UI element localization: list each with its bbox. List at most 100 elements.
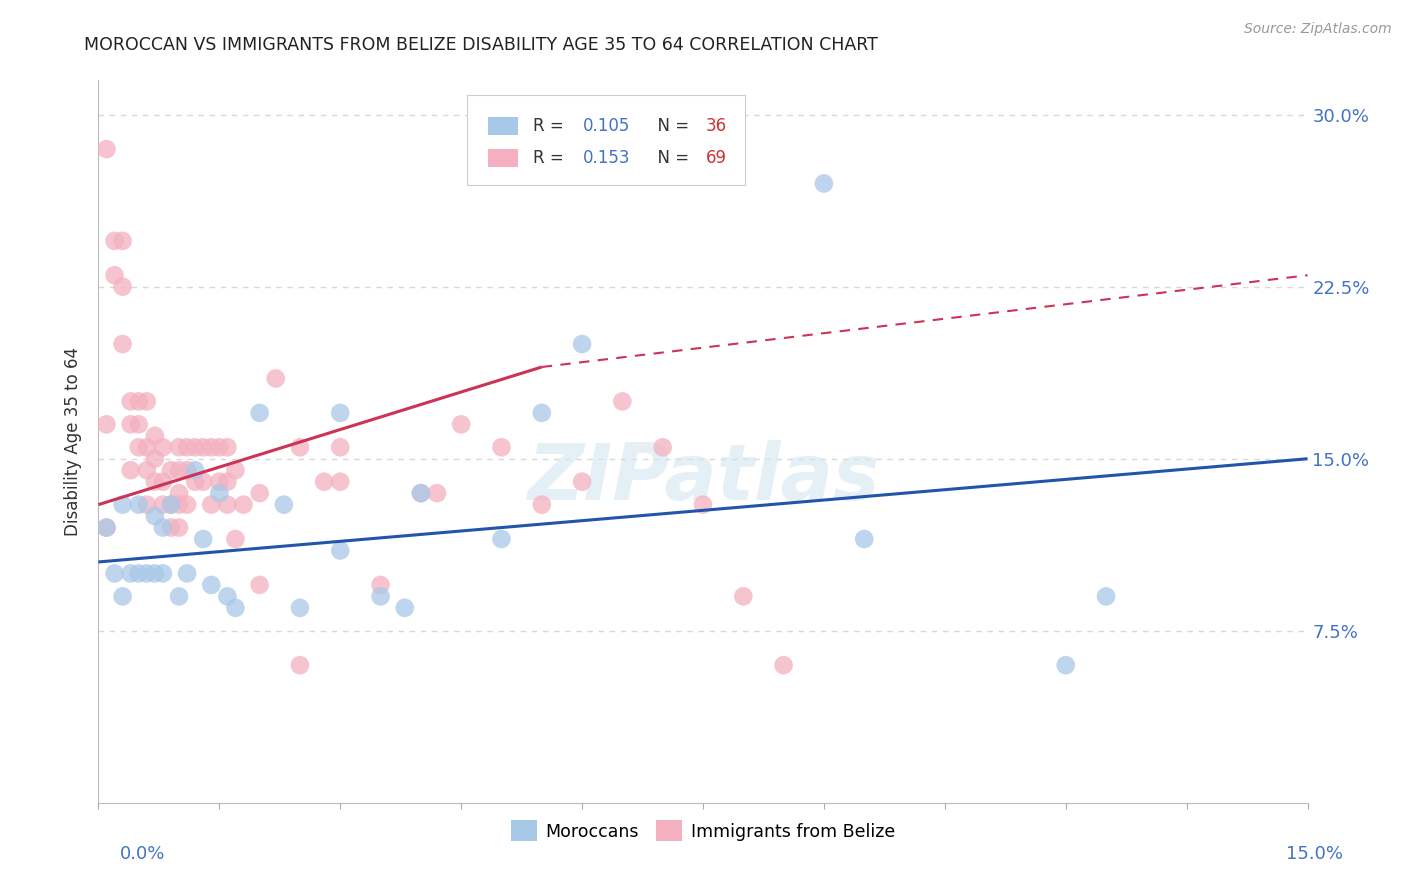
Point xyxy=(120,463,142,477)
Point xyxy=(224,463,246,477)
Point xyxy=(450,417,472,432)
Point xyxy=(160,498,183,512)
Point xyxy=(249,578,271,592)
Point xyxy=(249,406,271,420)
Point xyxy=(96,520,118,534)
Point xyxy=(273,498,295,512)
Point xyxy=(184,440,207,454)
Point xyxy=(152,498,174,512)
Point xyxy=(264,371,287,385)
Point xyxy=(120,394,142,409)
Point xyxy=(571,337,593,351)
Point xyxy=(128,440,150,454)
Point xyxy=(184,463,207,477)
Point xyxy=(651,440,673,454)
Point xyxy=(135,463,157,477)
Text: N =: N = xyxy=(647,117,695,135)
Point xyxy=(152,566,174,581)
Point xyxy=(167,463,190,477)
Point xyxy=(176,440,198,454)
Point xyxy=(184,475,207,489)
Point xyxy=(394,600,416,615)
Text: 0.0%: 0.0% xyxy=(120,846,165,863)
Point xyxy=(103,566,125,581)
Point xyxy=(143,429,166,443)
Point xyxy=(217,590,239,604)
Point xyxy=(167,520,190,534)
Text: R =: R = xyxy=(533,149,568,167)
Point xyxy=(135,498,157,512)
Point xyxy=(249,486,271,500)
Point xyxy=(120,566,142,581)
Point xyxy=(1095,590,1118,604)
Point xyxy=(426,486,449,500)
Point xyxy=(288,440,311,454)
Point xyxy=(200,578,222,592)
Point xyxy=(193,532,215,546)
Point xyxy=(176,566,198,581)
Point xyxy=(103,268,125,283)
Point xyxy=(152,440,174,454)
Point xyxy=(329,440,352,454)
Point xyxy=(232,498,254,512)
Point xyxy=(193,475,215,489)
Point xyxy=(612,394,634,409)
Point xyxy=(103,234,125,248)
Point xyxy=(111,234,134,248)
Point xyxy=(224,600,246,615)
Point xyxy=(160,463,183,477)
Point xyxy=(128,417,150,432)
Point xyxy=(111,590,134,604)
Point xyxy=(217,440,239,454)
Point xyxy=(152,475,174,489)
Text: R =: R = xyxy=(533,117,568,135)
Point xyxy=(200,498,222,512)
Bar xyxy=(488,149,517,167)
Point xyxy=(571,475,593,489)
Text: N =: N = xyxy=(647,149,695,167)
Point xyxy=(329,475,352,489)
Point xyxy=(135,566,157,581)
Point xyxy=(96,520,118,534)
Legend: Moroccans, Immigrants from Belize: Moroccans, Immigrants from Belize xyxy=(503,814,903,848)
Point xyxy=(329,406,352,420)
Point xyxy=(853,532,876,546)
Point xyxy=(208,440,231,454)
Point xyxy=(160,498,183,512)
Point xyxy=(193,440,215,454)
Point xyxy=(224,532,246,546)
Point xyxy=(329,543,352,558)
Text: 36: 36 xyxy=(706,117,727,135)
Text: 0.105: 0.105 xyxy=(583,117,631,135)
FancyBboxPatch shape xyxy=(467,95,745,185)
Point xyxy=(409,486,432,500)
Point xyxy=(128,498,150,512)
Point xyxy=(288,658,311,673)
Point xyxy=(135,394,157,409)
Text: 0.153: 0.153 xyxy=(583,149,631,167)
Text: MOROCCAN VS IMMIGRANTS FROM BELIZE DISABILITY AGE 35 TO 64 CORRELATION CHART: MOROCCAN VS IMMIGRANTS FROM BELIZE DISAB… xyxy=(84,36,879,54)
Point xyxy=(167,486,190,500)
Point xyxy=(120,417,142,432)
Point xyxy=(288,600,311,615)
Point xyxy=(370,578,392,592)
Point xyxy=(143,451,166,466)
Point xyxy=(128,394,150,409)
Point xyxy=(176,463,198,477)
Point xyxy=(491,440,513,454)
Point xyxy=(167,440,190,454)
Point xyxy=(1054,658,1077,673)
Text: 69: 69 xyxy=(706,149,727,167)
Point xyxy=(111,337,134,351)
Point xyxy=(208,486,231,500)
Point xyxy=(167,498,190,512)
Point xyxy=(813,177,835,191)
Point xyxy=(111,279,134,293)
Text: ZIPatlas: ZIPatlas xyxy=(527,440,879,516)
Point xyxy=(692,498,714,512)
Point xyxy=(96,417,118,432)
Point xyxy=(160,520,183,534)
Point xyxy=(208,475,231,489)
Text: Source: ZipAtlas.com: Source: ZipAtlas.com xyxy=(1244,22,1392,37)
Point xyxy=(217,475,239,489)
